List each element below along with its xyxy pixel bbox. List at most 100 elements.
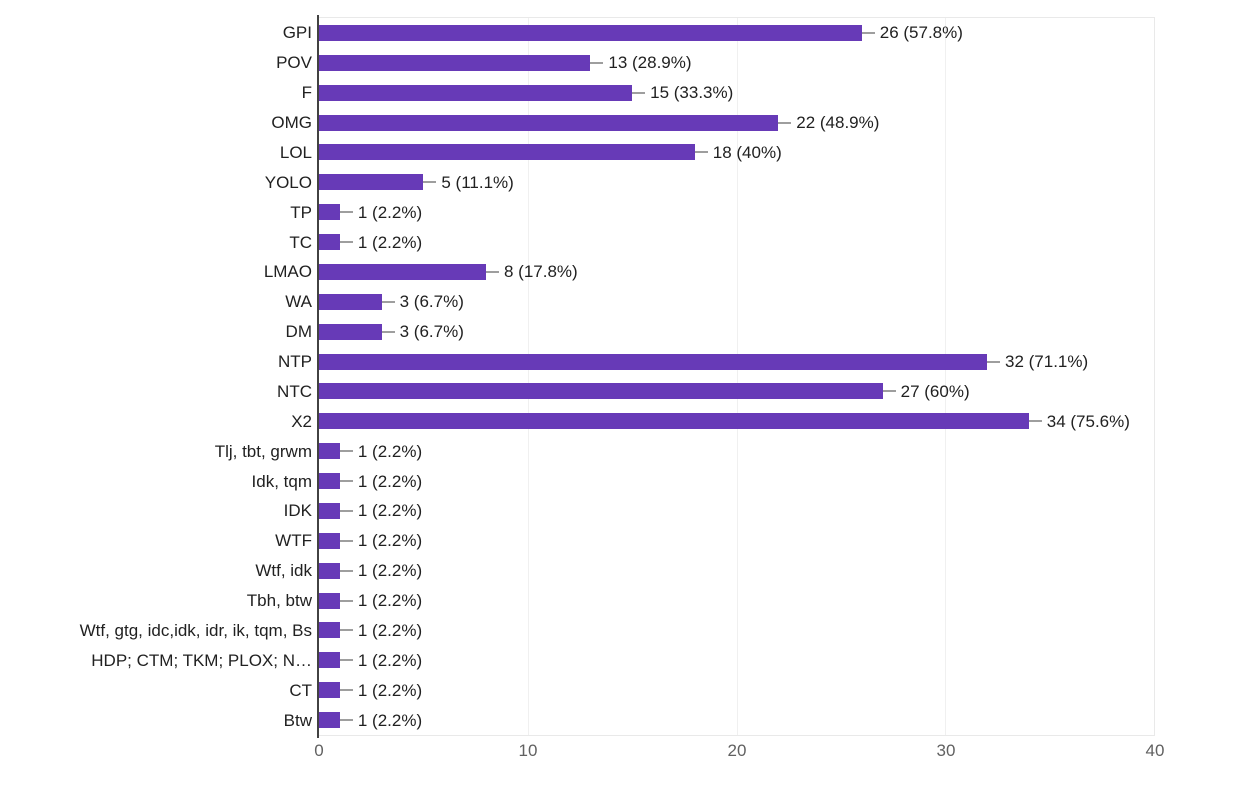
- category-label: Btw: [283, 710, 312, 730]
- gridline-x-10: [527, 18, 529, 735]
- x-tick-label-0: 0: [314, 741, 324, 760]
- bar-row: LMAO 8 (17.8%): [264, 257, 1154, 287]
- bar: [319, 54, 591, 71]
- category-label: POV: [276, 53, 312, 73]
- value-connector-line: [339, 509, 353, 512]
- value-label: 1 (2.2%): [357, 202, 423, 222]
- bar-row: TP 1 (2.2%): [290, 197, 1154, 227]
- gridline-x-20: [736, 18, 738, 735]
- value-connector-line: [339, 659, 353, 662]
- value-label: 27 (60%): [900, 381, 970, 401]
- bar-row: LOL 18 (40%): [280, 138, 1154, 168]
- bar-row: CT 1 (2.2%): [289, 675, 1154, 705]
- value-connector-line: [339, 689, 353, 692]
- bar-row: WTF 1 (2.2%): [275, 526, 1154, 556]
- value-label: 1 (2.2%): [357, 561, 423, 581]
- value-connector-line: [486, 270, 499, 273]
- value-connector-line: [381, 300, 395, 303]
- category-label: LMAO: [263, 262, 312, 282]
- bar: [319, 353, 987, 370]
- value-label: 1 (2.2%): [357, 591, 423, 611]
- category-label: F: [301, 83, 312, 103]
- bar-row: DM 3 (6.7%): [286, 317, 1154, 347]
- value-connector-line: [590, 61, 604, 64]
- value-label: 1 (2.2%): [357, 680, 423, 700]
- value-label: 34 (75.6%): [1046, 411, 1130, 431]
- bar-row: NTC 27 (60%): [277, 377, 1154, 407]
- bar: [319, 443, 340, 460]
- value-label: 1 (2.2%): [357, 232, 423, 252]
- bar-row: OMG 22 (48.9%): [271, 108, 1154, 138]
- bar: [319, 413, 1029, 430]
- value-connector-line: [339, 569, 353, 572]
- value-label: 32 (71.1%): [1005, 352, 1089, 372]
- value-label: 3 (6.7%): [399, 292, 464, 312]
- bar-row: X2 34 (75.6%): [291, 406, 1154, 436]
- value-label: 8 (17.8%): [504, 262, 578, 282]
- bar-row: Wtf, idk 1 (2.2%): [255, 556, 1154, 586]
- bar-row: YOLO 5 (11.1%): [265, 167, 1154, 197]
- value-connector-line: [882, 390, 896, 393]
- bar-row: F 15 (33.3%): [302, 78, 1154, 108]
- y-axis-line: [317, 15, 319, 738]
- bar: [319, 532, 340, 549]
- bar-row: Wtf, gtg, idc,idk, idr, ik, tqm, Bs 1 (2.…: [80, 616, 1154, 646]
- bar: [319, 502, 340, 519]
- value-label: 1 (2.2%): [357, 650, 423, 670]
- value-label: 1 (2.2%): [357, 531, 423, 551]
- bar-row: Idk, tqm 1 (2.2%): [252, 466, 1154, 496]
- bar: [319, 24, 862, 41]
- category-label: Wtf, gtg, idc,idk, idr, ik, tqm, Bs: [79, 620, 312, 640]
- bar: [319, 562, 340, 579]
- value-connector-line: [339, 480, 353, 483]
- category-label: TP: [290, 202, 312, 222]
- bar-row: Btw 1 (2.2%): [284, 705, 1154, 735]
- bar-row: POV 13 (28.9%): [276, 48, 1154, 78]
- value-label: 18 (40%): [712, 142, 782, 162]
- category-label: TC: [289, 232, 312, 252]
- value-connector-line: [423, 181, 437, 184]
- bar: [319, 712, 340, 729]
- bar: [319, 234, 340, 251]
- x-tick-label-40: 40: [1145, 741, 1165, 760]
- value-label: 13 (28.9%): [608, 53, 692, 73]
- plot-area: GPI 26 (57.8%) POV 13 (28.9%) F 15 (33.3%) OMG…: [80, 17, 1155, 736]
- category-label: GPI: [282, 23, 312, 43]
- value-connector-line: [381, 330, 395, 333]
- value-label: 15 (33.3%): [650, 83, 734, 103]
- bar: [319, 84, 633, 101]
- category-label: YOLO: [264, 172, 312, 192]
- value-connector-line: [694, 151, 708, 154]
- value-label: 1 (2.2%): [357, 501, 423, 521]
- bar: [319, 682, 340, 699]
- bar: [319, 174, 424, 191]
- bar-row: Tlj, tbt, grwm 1 (2.2%): [215, 436, 1154, 466]
- bar-row: Tbh, btw 1 (2.2%): [247, 586, 1154, 616]
- bar: [319, 383, 883, 400]
- x-tick-label-20: 20: [727, 741, 747, 760]
- value-connector-line: [339, 211, 353, 214]
- category-label: WTF: [275, 531, 312, 551]
- bar: [319, 204, 340, 221]
- category-label: NTC: [277, 381, 312, 401]
- x-tick-label-30: 30: [936, 741, 956, 760]
- category-label: Tlj, tbt, grwm: [214, 441, 312, 461]
- value-connector-line: [339, 241, 353, 244]
- x-axis: 0 10 20 30 40: [314, 741, 1164, 766]
- value-label: 22 (48.9%): [796, 113, 880, 133]
- value-connector-line: [339, 599, 353, 602]
- bar-row: TC 1 (2.2%): [289, 227, 1154, 257]
- gridline-x-30: [945, 18, 947, 735]
- value-connector-line: [987, 360, 1000, 363]
- bar: [319, 263, 486, 280]
- value-connector-line: [1028, 420, 1042, 423]
- category-label: OMG: [271, 113, 312, 133]
- category-label: CT: [289, 680, 312, 700]
- value-label: 26 (57.8%): [879, 23, 963, 43]
- category-label: LOL: [279, 142, 312, 162]
- bar: [319, 144, 695, 161]
- bar-row: IDK 1 (2.2%): [284, 496, 1154, 526]
- bar: [319, 323, 382, 340]
- value-connector-line: [861, 31, 875, 34]
- value-connector-line: [339, 450, 353, 453]
